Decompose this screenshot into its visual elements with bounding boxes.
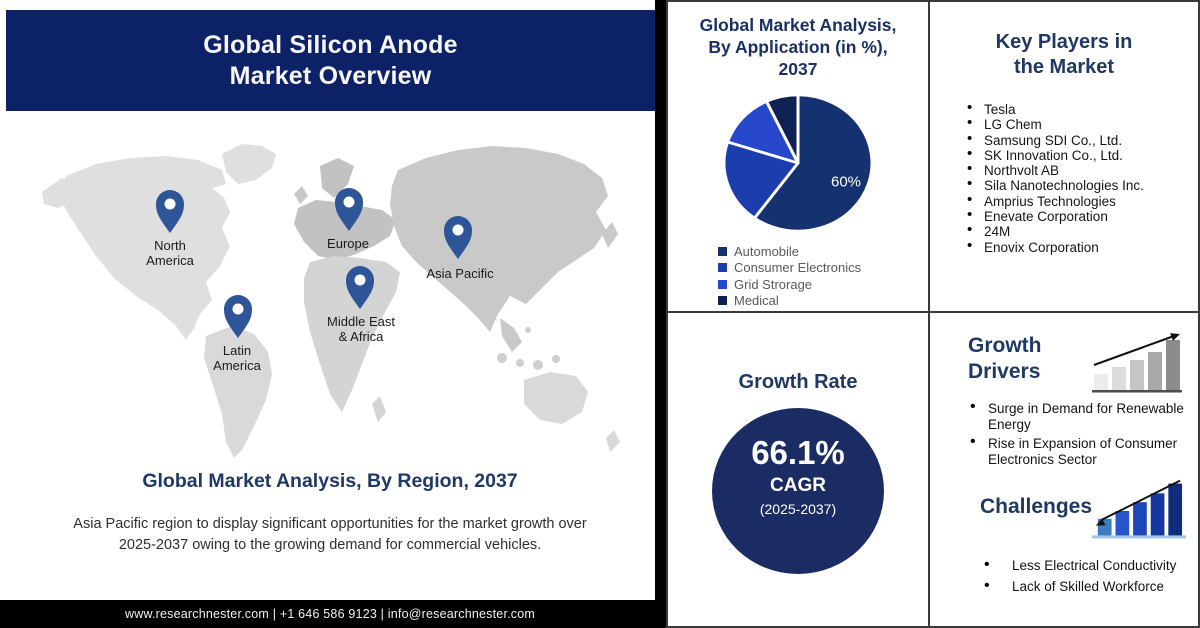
growth-rate-circle: 66.1% CAGR (2025-2037): [712, 408, 884, 574]
island-indonesia-4: [552, 355, 560, 363]
map-pin-icon: [224, 295, 252, 338]
continent-uk: [294, 186, 308, 204]
rising-gray-bar-chart-icon: [1092, 333, 1182, 393]
island-madagascar: [372, 396, 386, 422]
cagr-value: 66.1%: [751, 434, 845, 471]
application-chart-panel: Global Market Analysis, By Application (…: [666, 0, 930, 313]
island-indonesia-1: [497, 353, 507, 363]
continent-australia: [524, 372, 588, 424]
list-item: Northvolt AB: [966, 161, 1190, 178]
list-item: Amprius Technologies: [966, 192, 1190, 209]
pie-slice-label: 60%: [830, 173, 862, 191]
cagr-label: CAGR: [770, 475, 826, 496]
legend-item: Consumer Electronics: [718, 260, 861, 277]
continent-north-america: [58, 156, 230, 340]
rising-blue-bar-chart-icon: [1092, 479, 1186, 539]
growth-drivers-heading: Growth Drivers: [968, 334, 1042, 383]
arrow-up-icon: [1170, 333, 1180, 341]
world-map: [42, 144, 620, 458]
continent-greenland: [222, 144, 276, 184]
pie-title-line-2: By Application (in %),: [708, 37, 888, 57]
list-item: Enevate Corporation: [966, 207, 1190, 224]
legend-label: Consumer Electronics: [734, 260, 862, 276]
application-pie-chart: [722, 93, 874, 233]
map-pin-icon: [444, 216, 472, 259]
pie-slice: [722, 140, 800, 220]
cagr-period: (2025-2037): [759, 501, 837, 517]
island-indonesia-2: [516, 359, 524, 367]
map-pin-icon: [346, 266, 374, 309]
continent-south-america: [204, 326, 272, 458]
legend-item: Grid Strorage: [718, 276, 861, 293]
list-item: Sila Nanotechnologies Inc.: [966, 176, 1190, 193]
region-analysis-description: Asia Pacific region to display significa…: [73, 516, 587, 553]
legend-item: Medical: [718, 293, 861, 310]
footer-bar: www.researchnester.com | +1 646 586 9123…: [0, 600, 660, 628]
island-indonesia-3: [533, 360, 543, 370]
pie-chart-title: Global Market Analysis, By Application (…: [668, 14, 928, 80]
key-players-title-line-1: Key Players in: [995, 31, 1133, 53]
list-item: Rise in Expansion of Consumer Electronic…: [968, 434, 1188, 468]
list-item: Tesla: [966, 100, 1190, 117]
list-item: Surge in Demand for Renewable Energy: [968, 399, 1188, 433]
main-title-line-1: Global Silicon Anode: [203, 30, 458, 59]
region-analysis-heading: Global Market Analysis, By Region, 2037: [142, 470, 518, 492]
legend-swatch: [718, 246, 727, 256]
legend-label: Automobile: [734, 243, 800, 259]
list-item: LG Chem: [966, 115, 1190, 132]
main-title-line-2: Market Overview: [229, 61, 432, 90]
title-banner: Global Silicon Anode Market Overview: [6, 10, 655, 111]
continent-scandinavia: [320, 158, 354, 198]
map-pins: [156, 188, 472, 338]
legend-label: Medical: [734, 293, 779, 309]
key-players-title: Key Players in the Market: [930, 30, 1198, 80]
growth-rate-heading: Growth Rate: [738, 371, 858, 393]
island-philippines: [525, 327, 531, 333]
arrow-down-icon: [1095, 518, 1106, 526]
challenges-header: Challenges: [980, 478, 1186, 542]
legend-item: Automobile: [718, 243, 861, 260]
continent-africa: [304, 256, 400, 412]
island-japan: [602, 222, 618, 248]
region-southeast-asia: [500, 318, 522, 352]
continent-europe: [294, 200, 396, 260]
pie-slice: [764, 93, 800, 165]
island-new-zealand: [606, 430, 620, 452]
legend-swatch: [718, 263, 727, 273]
continent-asia: [390, 146, 608, 332]
list-item: Lack of Skilled Workforce: [980, 576, 1188, 596]
vertical-divider: [655, 0, 666, 628]
pie-title-line-1: Global Market Analysis,: [699, 15, 897, 35]
key-players-panel: Key Players in the Market TeslaLG ChemSa…: [930, 0, 1200, 313]
list-item: 24M: [966, 222, 1190, 239]
list-item: Less Electrical Conductivity: [980, 555, 1188, 575]
pie-slice: [753, 93, 874, 233]
footer-contact-text: www.researchnester.com | +1 646 586 9123…: [124, 607, 536, 621]
growth-drivers-header: Growth Drivers: [968, 333, 1182, 395]
list-item: Samsung SDI Co., Ltd.: [966, 131, 1190, 148]
list-item: SK Innovation Co., Ltd.: [966, 146, 1190, 163]
pie-title-line-3: 2037: [778, 59, 818, 79]
legend-swatch: [718, 279, 727, 289]
growth-drivers-list: Surge in Demand for Renewable EnergyRise…: [968, 399, 1188, 468]
challenges-heading: Challenges: [980, 495, 1093, 518]
growth-rate-panel: Growth Rate 66.1% CAGR (2025-2037): [666, 313, 930, 628]
list-item: Enovix Corporation: [966, 238, 1190, 255]
challenges-list: Less Electrical ConductivityLack of Skil…: [980, 555, 1188, 596]
pie-legend: Automobile Consumer Electronics Grid Stror…: [718, 243, 861, 309]
continents: [42, 144, 620, 458]
map-pin-icon: [156, 190, 184, 233]
map-pin-icon: [335, 188, 363, 231]
drivers-challenges-panel: Growth Drivers Surge in Demand for Renew…: [930, 313, 1200, 628]
key-players-list: TeslaLG ChemSamsung SDI Co., Ltd.SK Inno…: [966, 100, 1190, 255]
legend-label: Grid Strorage: [734, 276, 813, 292]
key-players-title-line-2: the Market: [1013, 56, 1115, 78]
legend-swatch: [718, 296, 727, 306]
